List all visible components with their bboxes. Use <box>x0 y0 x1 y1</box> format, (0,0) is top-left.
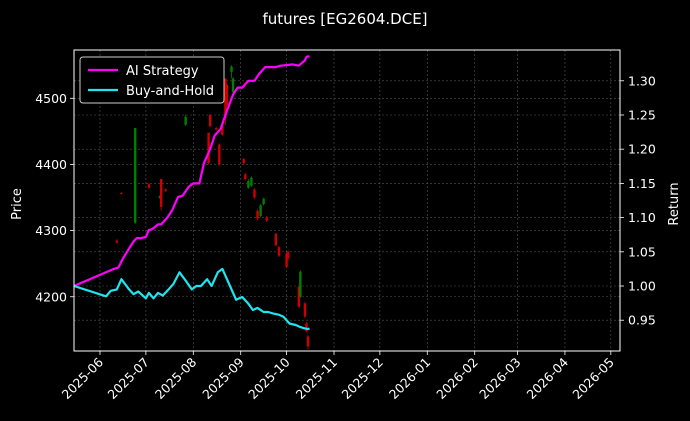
price-tick-label: 4500 <box>35 91 67 106</box>
candle-up <box>259 205 262 217</box>
candle-up <box>133 128 137 223</box>
candle-down <box>147 184 151 188</box>
candle-up <box>184 116 187 125</box>
candle-down <box>297 286 301 307</box>
candle-down <box>277 247 281 256</box>
candle-down <box>208 114 212 127</box>
return-tick-label: 1.05 <box>628 244 656 259</box>
candle-down <box>256 210 259 219</box>
candle-down <box>207 132 210 164</box>
candle-down <box>221 126 224 135</box>
candle-down <box>305 323 308 332</box>
candle-down <box>265 217 268 221</box>
candle-down <box>218 144 221 165</box>
candle-up <box>247 180 250 188</box>
price-tick-label: 4300 <box>35 223 67 238</box>
series-line-ai-strategy <box>73 55 310 288</box>
candle-down <box>164 189 167 191</box>
return-tick-label: 1.30 <box>628 73 656 88</box>
candle-up <box>262 198 265 205</box>
candle-up <box>250 177 253 186</box>
legend: AI Strategy Buy-and-Hold <box>79 56 225 104</box>
series-line-buy-and-hold <box>73 267 310 331</box>
candle-down <box>285 253 288 267</box>
candle-up <box>299 271 302 297</box>
price-tick-label: 4400 <box>35 157 67 172</box>
candle-down <box>242 159 245 164</box>
y-axis-label-right: Return <box>667 182 682 225</box>
candle-down <box>115 240 119 243</box>
candle-down <box>224 78 227 119</box>
candle-down <box>120 192 123 195</box>
candle-up <box>158 196 161 198</box>
return-tick-label: 1.10 <box>628 210 656 225</box>
candle-down <box>286 251 290 259</box>
candle-down <box>159 179 163 207</box>
return-tick-label: 1.20 <box>628 142 656 157</box>
candle-up <box>230 66 233 72</box>
legend-box <box>79 56 225 104</box>
return-tick-label: 1.15 <box>628 176 656 191</box>
candle-down <box>306 336 310 347</box>
candle-down <box>303 303 307 317</box>
candle-up <box>231 78 235 92</box>
return-tick-label: 0.95 <box>628 313 656 328</box>
candle-down <box>253 189 256 198</box>
candle-down <box>225 85 229 105</box>
y-axis-label-left: Price <box>10 188 25 220</box>
candle-down <box>215 128 218 130</box>
plot-frame <box>73 49 621 352</box>
return-tick-label: 1.25 <box>628 107 656 122</box>
return-tick-label: 1.00 <box>628 279 656 294</box>
candle-down <box>274 233 278 246</box>
chart-title: futures [EG2604.DCE] <box>262 10 427 28</box>
legend-label-buy-and-hold: Buy-and-Hold <box>126 84 214 99</box>
legend-label-ai-strategy: AI Strategy <box>126 64 199 79</box>
price-tick-label: 4200 <box>35 289 67 304</box>
candle-down <box>244 174 247 179</box>
